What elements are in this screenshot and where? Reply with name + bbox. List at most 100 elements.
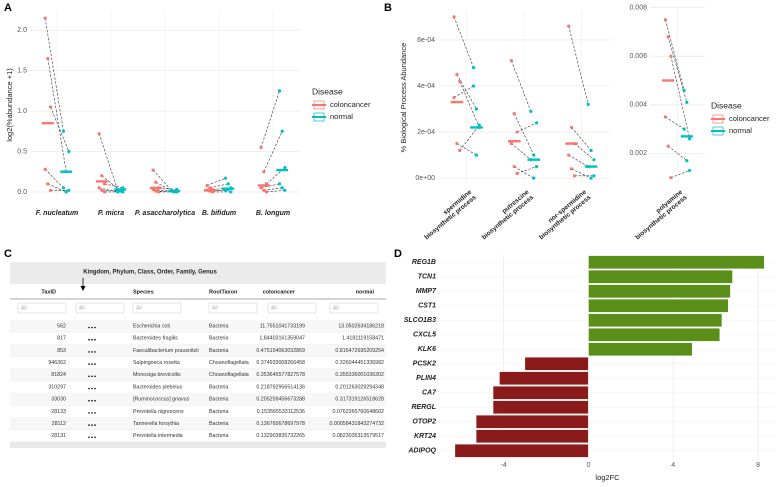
legend-label: normal (330, 112, 353, 121)
row-stripe (10, 393, 386, 406)
point (592, 174, 596, 178)
table-cell: 28131 (51, 433, 66, 439)
point (280, 186, 284, 190)
point (205, 183, 209, 188)
point (280, 129, 284, 133)
category-label: TCN1 (418, 274, 436, 281)
bar (588, 269, 733, 284)
point (262, 170, 266, 174)
pair-line (568, 26, 589, 105)
pair-line (101, 189, 121, 192)
table-cell: 0.475154063032869 (256, 348, 305, 354)
table-cell: 817 (57, 336, 66, 342)
bar (588, 284, 731, 299)
table-cell: 0.353645577827578 (256, 372, 305, 378)
category-label: KRT24 (414, 433, 436, 440)
point (115, 190, 120, 194)
panel-label: C (4, 248, 12, 260)
point (67, 149, 71, 154)
table-cell: Choanoflagellata (209, 360, 249, 366)
point (569, 125, 574, 130)
point (529, 109, 533, 113)
table-cell: 853 (57, 348, 66, 354)
table-cell: 81824 (51, 372, 66, 378)
point (688, 168, 692, 173)
pair-line (670, 170, 690, 178)
point (154, 189, 158, 193)
pair-line (50, 106, 70, 152)
point (283, 188, 287, 192)
bar (454, 443, 589, 458)
median-bar (203, 189, 216, 192)
median-bar (168, 189, 181, 193)
pair-line (263, 187, 283, 191)
expand-dot (88, 351, 90, 353)
filter-box (208, 302, 258, 314)
point (532, 153, 536, 157)
expand-dot (91, 412, 93, 414)
expand-dot (94, 387, 96, 390)
pair-line (453, 16, 474, 68)
expand-dot (94, 412, 96, 414)
panel-label: A (4, 2, 12, 14)
table-cell: 0.0823035313579517 (332, 433, 384, 439)
point (669, 176, 673, 180)
y-tick-label: 0e+00 (415, 175, 435, 182)
table-cell: 28112 (52, 421, 66, 427)
point (592, 158, 596, 162)
y-tick-label: 1.0 (17, 108, 27, 115)
point (567, 153, 571, 157)
category-label: CST1 (418, 303, 436, 310)
expand-dot (88, 375, 90, 378)
pair-line (571, 168, 592, 179)
point (223, 176, 228, 180)
table-cell: 13.0502634186218 (338, 323, 384, 329)
point (46, 182, 50, 186)
median-bar (114, 188, 127, 191)
legend-label: normal (729, 126, 752, 135)
pair-line (207, 177, 226, 186)
category-label: RERGL (412, 404, 437, 411)
pair-line (212, 187, 231, 190)
point (151, 168, 155, 172)
expand-dot (88, 399, 90, 402)
y-tick-label: 0.5 (17, 148, 27, 155)
point (46, 56, 50, 61)
x-tick-label: 4 (671, 462, 675, 469)
pair-line (152, 169, 172, 191)
table-cell: Bacteria (209, 409, 228, 415)
legend-label: coloncancer (729, 114, 770, 123)
x-tick-label: P. asaccharolytica (135, 210, 195, 217)
expand-dot (91, 399, 93, 402)
bar (588, 342, 693, 357)
point (688, 137, 692, 141)
bar (499, 371, 589, 386)
bar (588, 313, 723, 328)
y-axis-title: log2(%abundance +1) (5, 68, 14, 142)
category-label: PCSK2 (413, 361, 436, 368)
bar (475, 429, 589, 444)
category-label: SLCO1B3 (404, 317, 436, 324)
column-header: RootTaxon (209, 289, 238, 295)
y-axis-title: % Biological Process Abundance (399, 43, 408, 153)
point (67, 188, 71, 192)
table-cell: Monosiga brevicollis (133, 372, 181, 378)
table-cell: 0.201263029294348 (335, 384, 384, 390)
point (682, 127, 686, 131)
point (535, 121, 539, 125)
pair-line (158, 187, 177, 190)
filter-box (75, 302, 125, 314)
filter-placeholder: All (136, 305, 142, 311)
table-cell: Bacteria (209, 323, 228, 329)
point (100, 174, 104, 178)
pair-line (456, 74, 477, 110)
category-label: ADIPOQ (407, 448, 436, 455)
point (43, 167, 47, 171)
sort-arrow-head (80, 286, 86, 291)
x-tick-label: F. nucleatum (36, 210, 78, 217)
pair-line (104, 183, 123, 189)
legend-key-box (712, 126, 724, 136)
expand-dot (94, 351, 96, 353)
point (97, 186, 101, 190)
expand-dot (88, 326, 90, 329)
